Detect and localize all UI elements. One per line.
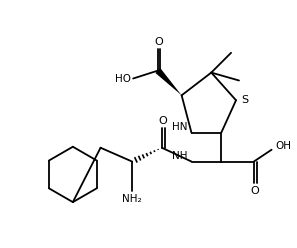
Text: HN: HN — [172, 122, 188, 132]
Text: O: O — [154, 37, 163, 47]
Text: O: O — [250, 186, 259, 196]
Text: NH: NH — [172, 151, 188, 161]
Text: S: S — [241, 95, 249, 105]
Text: O: O — [159, 116, 167, 126]
Text: OH: OH — [276, 141, 291, 151]
Polygon shape — [155, 68, 182, 95]
Text: NH₂: NH₂ — [122, 194, 142, 204]
Text: HO: HO — [115, 73, 131, 84]
